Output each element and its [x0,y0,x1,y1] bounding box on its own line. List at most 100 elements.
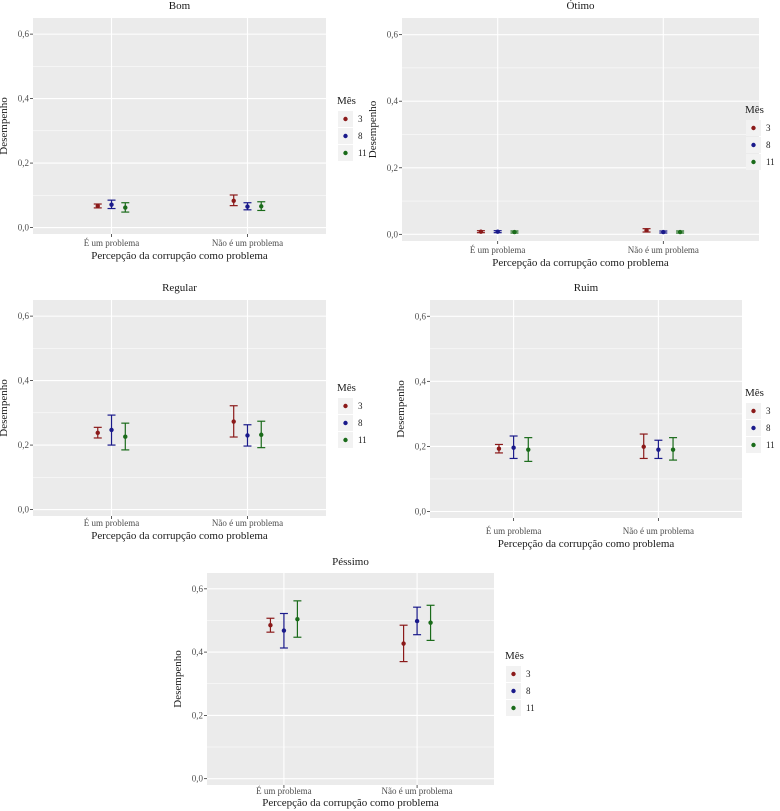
x-tick-label: É um problema [84,518,140,528]
errorbar-mes-11 [121,202,130,213]
legend-key-mes-11 [343,437,348,443]
y-tick-label: 0,6 [18,311,30,321]
legend-key-mes-8 [343,133,348,139]
errorbar-mes-11 [676,229,685,235]
legend-key-mes-11 [751,442,756,448]
y-tick-label: 0,6 [192,584,204,594]
legend-key-mes-8 [511,688,516,694]
y-tick-label: 0,4 [18,94,30,104]
legend-key-mes-3 [751,408,756,414]
errorbar-mes-11 [510,229,519,235]
legend-label: 11 [358,148,367,158]
legend-key-mes-3 [343,116,348,122]
panel-title: Regular [162,282,197,294]
point-mes-3 [496,446,502,451]
legend-title: Mês [337,382,356,394]
y-tick-label: 0,4 [415,376,427,386]
panel-title: Bom [169,0,191,12]
x-tick-label: É um problema [84,238,140,248]
y-tick-label: 0,4 [18,376,30,386]
legend-label: 8 [766,140,771,150]
errorbar-mes-3 [229,405,238,438]
point-mes-3 [644,228,649,233]
y-tick-label: 0,2 [18,158,29,168]
x-tick-label: Não é um problema [628,245,699,255]
point-mes-8 [414,618,420,624]
legend-label: 8 [358,131,363,141]
legend-label: 3 [766,123,771,133]
errorbar-mes-8 [654,439,663,460]
x-tick-label: Não é um problema [381,786,452,796]
y-tick-label: 0,4 [192,647,204,657]
panel-4: 0,0 0,2 0,4 0,6 É um problema Não é um proble… [395,282,775,550]
point-mes-8 [495,229,500,234]
point-mes-8 [511,445,516,450]
point-mes-11 [123,205,128,210]
errorbar-mes-8 [659,229,668,235]
panel-title: Péssimo [332,556,369,568]
errorbar-mes-3 [93,203,102,209]
panel-background [207,573,494,785]
point-mes-8 [109,427,114,433]
point-mes-11 [428,620,433,625]
errorbar-mes-3 [93,426,102,439]
errorbar-mes-8 [243,424,252,447]
panel-3: 0,0 0,2 0,4 0,6 É um problema Não é um proble… [0,282,367,542]
y-tick-label: 0,4 [387,96,399,106]
errorbar-mes-11 [426,604,435,641]
errorbar-mes-3 [494,443,503,454]
legend-key-mes-3 [511,671,516,677]
errorbar-mes-8 [279,612,288,649]
panel-background [33,18,326,234]
x-axis-label: Percepção da corrupção como problema [492,257,669,269]
errorbar-mes-3 [639,433,648,460]
errorbar-mes-3 [229,194,238,207]
point-mes-3 [641,444,646,449]
y-tick-label: 0,6 [387,30,399,40]
point-mes-11 [259,204,264,209]
point-mes-3 [95,203,100,209]
legend-label: 11 [766,440,775,450]
legend-key-mes-3 [751,125,756,131]
legend-label: 3 [766,406,771,416]
legend-title: Mês [505,650,524,662]
point-mes-8 [245,204,250,209]
point-mes-3 [95,430,100,436]
legend-title: Mês [745,387,764,399]
x-axis-label: Percepção da corrupção como problema [262,797,439,809]
y-tick-label: 0,0 [192,774,204,784]
point-mes-11 [259,432,264,437]
errorbar-mes-8 [107,414,116,446]
errorbar-mes-11 [257,201,266,212]
y-tick-label: 0,0 [387,229,399,239]
y-axis-label: Desempenho [395,380,407,438]
point-mes-11 [670,447,676,452]
legend-label: 3 [358,114,363,124]
errorbar-mes-11 [257,420,266,449]
panel-background [430,300,742,518]
y-tick-label: 0,0 [18,223,30,233]
point-mes-3 [268,623,273,628]
y-tick-label: 0,2 [18,440,29,450]
y-tick-label: 0,0 [415,506,427,516]
legend-title: Mês [337,95,356,107]
x-tick-label: É um problema [470,245,526,255]
errorbar-mes-11 [669,437,678,461]
x-axis-label: Percepção da corrupção como problema [498,538,675,550]
errorbar-mes-3 [399,624,408,663]
x-axis-label: Percepção da corrupção como problema [91,530,268,542]
legend-label: 11 [526,703,535,713]
y-axis-label: Desempenho [0,97,10,155]
point-mes-8 [656,447,661,452]
x-axis-label: Percepção da corrupção como problema [91,250,268,262]
y-axis-label: Desempenho [0,379,10,437]
point-mes-3 [401,641,406,646]
panel-5: 0,0 0,2 0,4 0,6 É um problema Não é um proble… [172,556,535,809]
errorbar-mes-8 [509,435,518,460]
legend-label: 8 [766,423,771,433]
errorbar-mes-11 [524,437,533,462]
